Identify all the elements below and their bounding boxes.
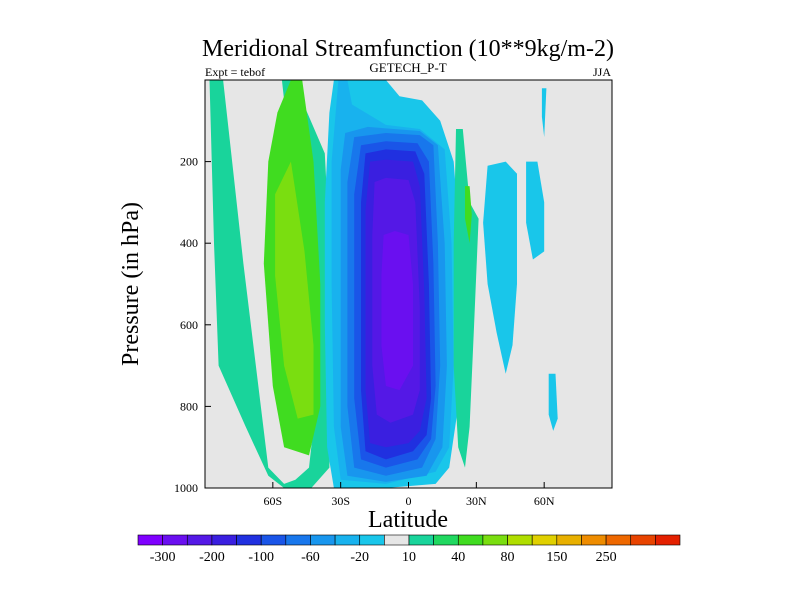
y-tick-label-3: 800 (180, 399, 198, 413)
x-tick-label-2: 0 (406, 494, 412, 508)
contour-region-15 (526, 161, 545, 260)
colorbar-label-6: 40 (451, 550, 465, 565)
colorbar-swatch-21 (655, 534, 681, 546)
colorbar (137, 534, 681, 546)
x-tick-label-0: 60S (263, 494, 282, 508)
contour-region-12 (453, 129, 479, 468)
x-axis-ticks: 60S 30S 0 30N 60N (263, 482, 555, 508)
contour-region-2 (275, 161, 314, 419)
colorbar-swatch-7 (310, 534, 336, 546)
colorbar-swatch-6 (285, 534, 311, 546)
colorbar-swatch-3 (211, 534, 237, 546)
x-tick-label-3: 30N (466, 494, 487, 508)
colorbar-label-9: 250 (596, 550, 617, 565)
chart-title: Meridional Streamfunction (10**9kg/m-2) (202, 36, 614, 62)
colorbar-swatch-13 (457, 534, 484, 546)
colorbar-swatch-2 (186, 534, 213, 546)
y-tick-label-2: 600 (180, 318, 198, 332)
y-tick-label-0: 200 (180, 155, 198, 169)
colorbar-label-8: 150 (546, 550, 567, 565)
colorbar-swatch-1 (162, 534, 188, 546)
colorbar-swatch-9 (359, 534, 385, 546)
y-axis-ticks: 200 400 600 800 1000 (174, 155, 211, 495)
colorbar-label-2: -100 (248, 550, 274, 565)
colorbar-swatch-8 (334, 534, 361, 546)
colorbar-swatch-14 (482, 534, 508, 546)
x-tick-label-1: 30S (331, 494, 350, 508)
colorbar-label-1: -200 (199, 550, 225, 565)
colorbar-swatch-19 (605, 534, 632, 546)
colorbar-swatch-4 (236, 534, 262, 546)
colorbar-labels: -300 -200 -100 -60 -20 10 40 80 150 250 (150, 550, 617, 565)
left-label: Expt = tebof (205, 65, 265, 79)
right-label: JJA (593, 65, 611, 79)
colorbar-label-0: -300 (150, 550, 176, 565)
contour-region-17 (548, 373, 558, 431)
colorbar-label-3: -60 (301, 550, 320, 565)
colorbar-swatch-11 (408, 534, 434, 546)
colorbar-label-4: -20 (350, 550, 369, 565)
contour-region-14 (483, 161, 517, 374)
x-tick-label-4: 60N (534, 494, 555, 508)
colorbar-swatch-17 (556, 534, 582, 546)
center-label: GETECH_P-T (369, 60, 446, 75)
contour-fill-regions (209, 80, 558, 488)
x-axis-label: Latitude (368, 507, 448, 533)
colorbar-swatch-18 (581, 534, 607, 546)
colorbar-swatch-20 (630, 534, 656, 546)
colorbar-label-5: 10 (402, 550, 416, 565)
y-tick-label-1: 400 (180, 236, 198, 250)
contour-region-11 (381, 231, 413, 391)
colorbar-swatch-16 (531, 534, 558, 546)
colorbar-swatch-12 (433, 534, 459, 546)
colorbar-label-7: 80 (501, 550, 515, 565)
contour-region-16 (541, 88, 547, 138)
y-tick-label-4: 1000 (174, 481, 198, 495)
colorbar-swatch-15 (507, 534, 533, 546)
y-axis-label: Pressure (in hPa) (118, 202, 144, 366)
colorbar-swatch-5 (260, 534, 287, 546)
colorbar-swatch-10 (384, 534, 410, 546)
colorbar-swatch-0 (137, 534, 163, 546)
contour-region-13 (465, 186, 472, 244)
